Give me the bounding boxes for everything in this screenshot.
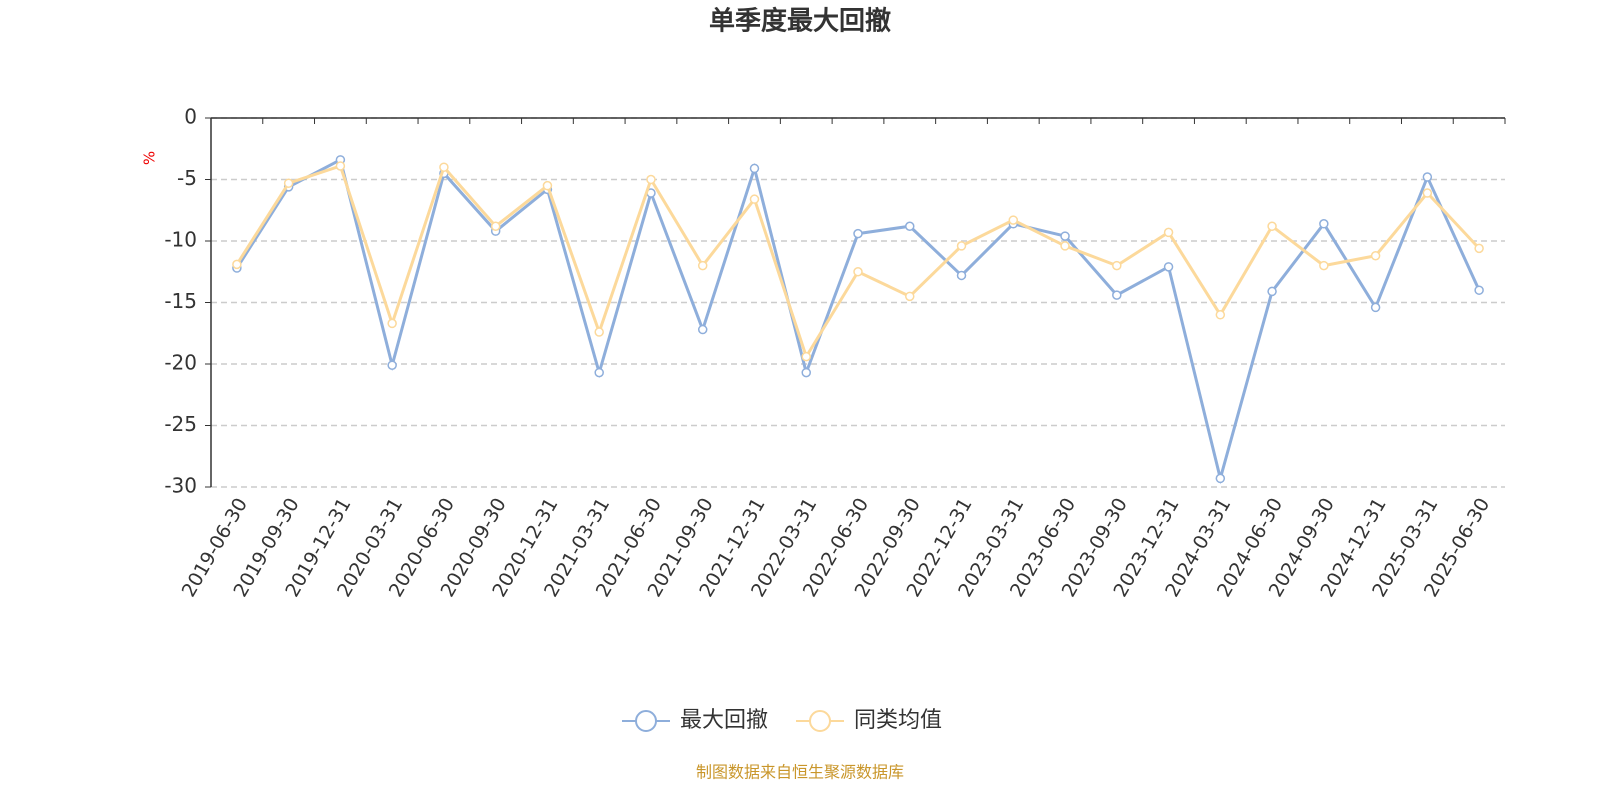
data-point xyxy=(1422,188,1433,198)
y-tick-label: -30 xyxy=(164,474,197,498)
data-point xyxy=(697,324,708,335)
data-point xyxy=(956,270,967,281)
data-point xyxy=(1163,262,1174,272)
data-point xyxy=(1215,310,1226,320)
data-point xyxy=(801,367,811,378)
legend-label: 同类均值 xyxy=(854,708,942,733)
data-point xyxy=(1267,286,1277,297)
data-point xyxy=(697,260,708,271)
source-note: 制图数据来自恒生聚源数据库 xyxy=(696,763,904,782)
data-point xyxy=(1319,260,1329,271)
data-point xyxy=(956,241,967,251)
data-point xyxy=(749,163,760,174)
data-point xyxy=(1474,285,1484,295)
data-point xyxy=(1370,251,1381,261)
data-point xyxy=(490,221,501,231)
legend-label: 最大回撤 xyxy=(680,708,768,733)
data-point xyxy=(1112,290,1122,300)
data-point xyxy=(905,221,915,231)
y-tick-label: -5 xyxy=(177,166,197,190)
data-point xyxy=(594,327,604,337)
data-point xyxy=(387,318,397,329)
data-point xyxy=(801,351,811,362)
chart-title: 单季度最大回撤 xyxy=(709,6,891,37)
data-point xyxy=(749,194,760,204)
data-point xyxy=(646,174,656,185)
data-point xyxy=(1215,473,1226,484)
data-point xyxy=(1060,241,1070,251)
y-tick-label: -15 xyxy=(164,289,197,313)
data-point xyxy=(283,178,294,188)
data-point xyxy=(1060,231,1070,241)
y-axis-label: % xyxy=(141,151,159,165)
data-point xyxy=(905,291,915,302)
data-point xyxy=(1267,221,1277,231)
data-point xyxy=(1319,219,1329,229)
series-line xyxy=(235,164,1481,361)
data-point xyxy=(1112,260,1122,271)
legend-marker xyxy=(809,710,831,732)
data-point xyxy=(1008,215,1019,225)
data-point xyxy=(439,162,449,172)
y-tick-label: -10 xyxy=(164,228,197,252)
data-point xyxy=(387,360,397,370)
data-point xyxy=(232,259,242,270)
data-point xyxy=(542,180,553,191)
data-point xyxy=(853,228,863,239)
data-point xyxy=(1163,227,1174,238)
data-point xyxy=(1422,172,1433,182)
series-line xyxy=(235,157,1481,485)
data-point xyxy=(335,161,346,171)
legend-marker xyxy=(635,710,657,732)
y-tick-label: -20 xyxy=(164,351,197,375)
data-point xyxy=(594,367,604,378)
data-point xyxy=(1370,302,1381,313)
data-point xyxy=(853,267,863,277)
data-point xyxy=(1474,243,1484,254)
y-tick-label: 0 xyxy=(184,105,197,129)
y-tick-label: -25 xyxy=(164,412,197,436)
